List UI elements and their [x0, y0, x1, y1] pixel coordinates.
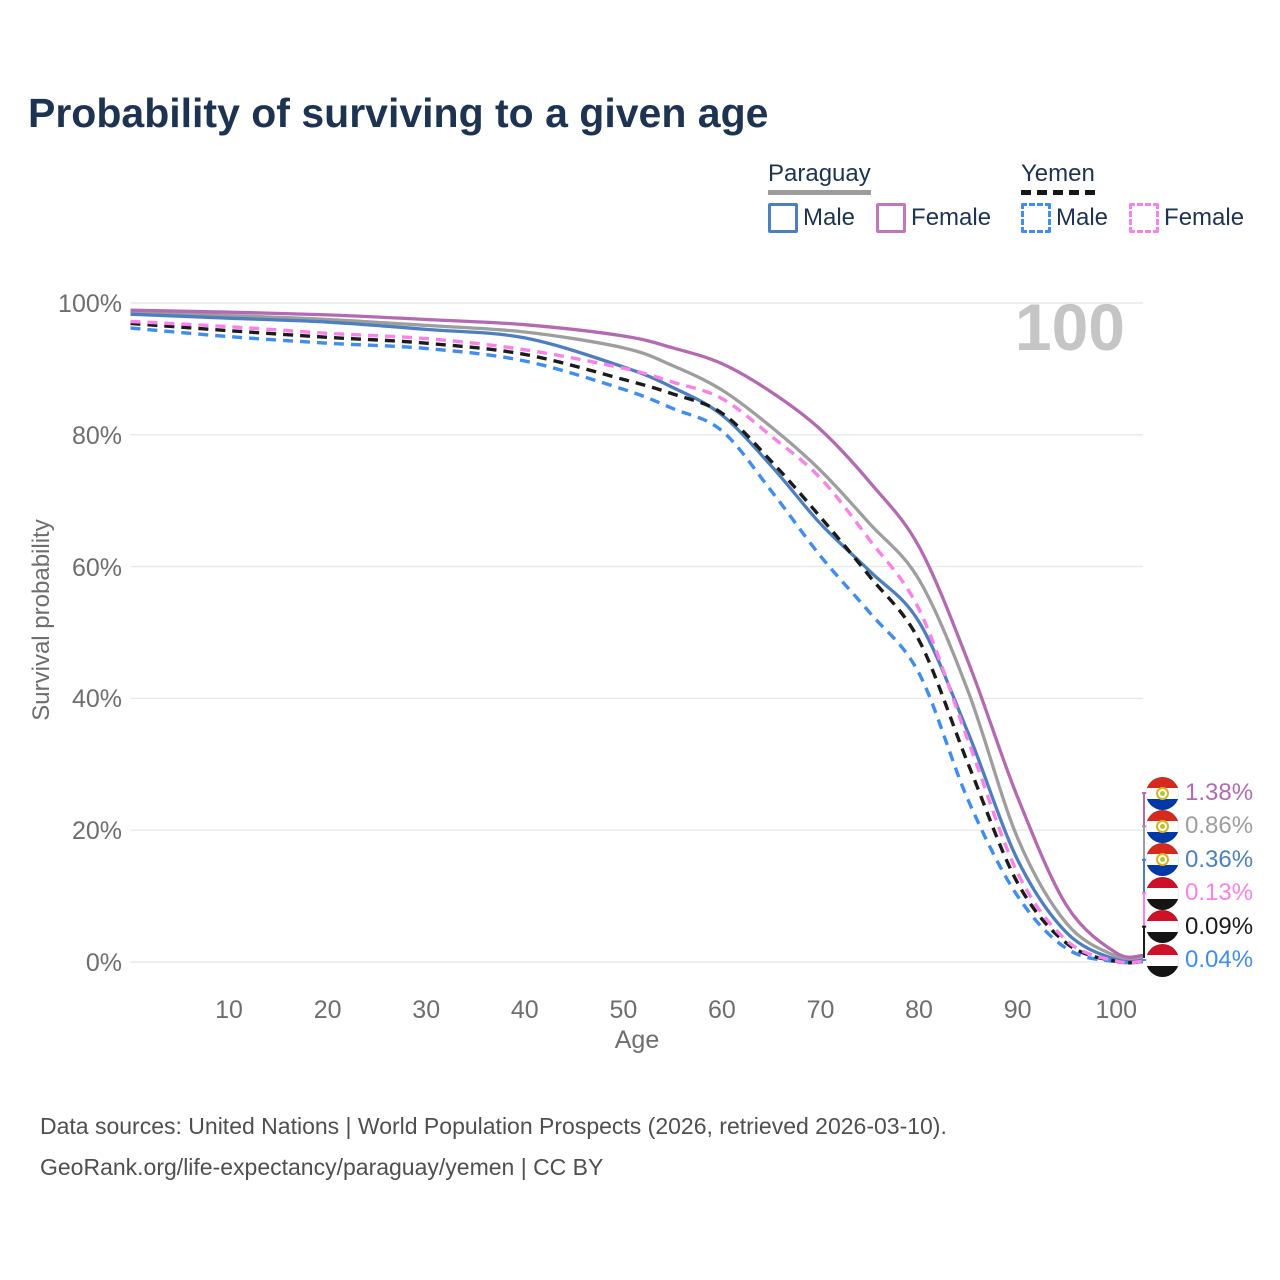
y-tick-20: 20% — [71, 817, 122, 846]
end-label-paraguay-female: 1.38% — [1146, 776, 1253, 810]
y-tick-60: 60% — [71, 553, 122, 582]
legend-label-yemen-female[interactable]: Female — [1164, 204, 1245, 231]
hover-age-watermark: 100 — [1014, 290, 1125, 364]
x-tick-50: 50 — [609, 996, 638, 1024]
y-tick-80: 80% — [71, 421, 122, 450]
x-tick-60: 60 — [708, 996, 736, 1024]
end-value-yemen-both-sexes: 0.09% — [1185, 912, 1254, 940]
legend-swatch-yemen-female[interactable] — [1129, 203, 1160, 233]
legend-group-yemen: Yemen Male Female — [1021, 160, 1265, 233]
x-tick-100: 100 — [1095, 996, 1138, 1024]
end-value-paraguay-male: 0.36% — [1185, 845, 1254, 873]
x-tick-80: 80 — [905, 996, 933, 1024]
end-value-paraguay-female: 1.38% — [1185, 779, 1254, 806]
yemen-flag-icon — [1146, 876, 1179, 910]
page-title: Probability of surviving to a given age — [28, 90, 769, 136]
legend-swatch-yemen-male[interactable] — [1021, 203, 1051, 233]
x-axis-title: Age — [614, 1026, 660, 1054]
legend-swatch-paraguay-male[interactable] — [768, 203, 798, 233]
paraguay-flag-icon — [1146, 843, 1179, 877]
end-label-yemen-female: 0.13% — [1146, 876, 1253, 910]
x-tick-20: 20 — [313, 996, 342, 1024]
curve-yemen-female — [130, 319, 1144, 965]
paraguay-flag-icon — [1146, 776, 1179, 810]
legend-label-paraguay-male[interactable]: Male — [803, 204, 856, 231]
y-tick-0: 0% — [85, 949, 122, 977]
curve-yemen-both-sexes — [130, 321, 1144, 965]
paraguay-flag-icon — [1146, 809, 1179, 843]
gridlines — [130, 302, 1143, 963]
legend-label-paraguay-female[interactable]: Female — [911, 204, 992, 231]
legend-swatch-paraguay-female[interactable] — [876, 203, 907, 233]
yemen-flag-icon — [1146, 910, 1179, 944]
x-tick-40: 40 — [510, 996, 539, 1024]
end-value-yemen-male: 0.04% — [1185, 946, 1254, 973]
end-label-paraguay-both-sexes: 0.86% — [1146, 809, 1253, 843]
legend-country-paraguay: Paraguay — [768, 160, 871, 195]
end-label-yemen-both-sexes: 0.09% — [1146, 910, 1253, 944]
curve-paraguay-female — [130, 308, 1144, 959]
footer: Data sources: United Nations | World Pop… — [40, 1106, 947, 1188]
curve-yemen-male — [130, 326, 1144, 965]
legend-label-yemen-male[interactable]: Male — [1056, 204, 1109, 231]
footer-attribution-link[interactable]: GeoRank.org/life-expectancy/paraguay/yem… — [40, 1154, 604, 1180]
x-tick-10: 10 — [215, 996, 243, 1024]
curve-paraguay-male — [130, 312, 1144, 964]
survival-curves — [130, 308, 1144, 965]
curve-paraguay-both-sexes — [130, 310, 1144, 961]
x-tick-90: 90 — [1003, 996, 1032, 1024]
y-tick-40: 40% — [71, 685, 122, 714]
yemen-flag-icon — [1146, 943, 1179, 977]
end-value-yemen-female: 0.13% — [1185, 879, 1254, 907]
end-label-yemen-male: 0.04% — [1146, 943, 1253, 977]
legend-row: Male Female — [1021, 203, 1265, 233]
legend-country-yemen: Yemen — [1021, 160, 1095, 195]
x-tick-70: 70 — [806, 996, 835, 1024]
legend-row: Male Female — [768, 203, 1012, 233]
x-tick-30: 30 — [412, 996, 441, 1024]
footer-data-sources: Data sources: United Nations | World Pop… — [40, 1113, 947, 1139]
legend-group-paraguay: Paraguay Male Female — [768, 160, 1012, 233]
end-value-paraguay-both-sexes: 0.86% — [1185, 812, 1254, 840]
y-tick-100: 100% — [58, 290, 122, 318]
end-label-paraguay-male: 0.36% — [1146, 843, 1253, 877]
